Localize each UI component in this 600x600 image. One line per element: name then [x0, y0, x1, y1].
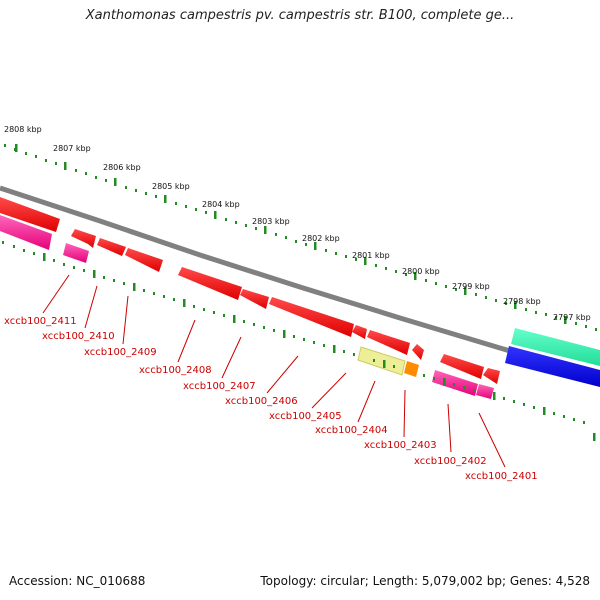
gene-label[interactable]: xccb100_2409 — [84, 347, 157, 358]
gene-arrow-2408[interactable] — [178, 267, 242, 300]
gene-label[interactable]: xccb100_2411 — [4, 316, 77, 327]
scale-label: 2801 kbp — [352, 251, 390, 260]
gene-arrow-2407[interactable] — [240, 289, 269, 309]
scale-label: 2797 kbp — [553, 313, 591, 322]
scale-label: 2805 kbp — [152, 182, 190, 191]
gene-label[interactable]: xccb100_2410 — [42, 331, 115, 342]
gene-label[interactable]: xccb100_2407 — [183, 381, 256, 392]
accession-label: Accession: NC_010688 — [9, 574, 146, 588]
khaki-feature-2404[interactable] — [357, 346, 406, 376]
scale-label: 2808 kbp — [4, 125, 42, 134]
gene-arrow-2405[interactable] — [352, 325, 367, 339]
topology-label: Topology: circular; Length: 5,079,002 bp… — [260, 574, 590, 588]
gene-arrow-2403[interactable] — [412, 344, 424, 360]
inner-scale-ticks — [2, 241, 596, 441]
gene-label[interactable]: xccb100_2408 — [139, 365, 212, 376]
outer-scale-ticks — [4, 144, 597, 331]
scale-label: 2798 kbp — [503, 297, 541, 306]
gene-label[interactable]: xccb100_2404 — [315, 425, 388, 436]
scale-label: 2802 kbp — [302, 234, 340, 243]
scale-label: 2799 kbp — [452, 282, 490, 291]
gene-leader-lines — [42, 274, 506, 468]
gene-arrow-2406[interactable] — [269, 297, 354, 337]
gene-arrow-2401[interactable] — [483, 368, 500, 384]
gene-arrow-2411[interactable] — [0, 197, 60, 232]
gene-arrow-2409a[interactable] — [97, 238, 126, 256]
gene-label[interactable]: xccb100_2402 — [414, 456, 487, 467]
gene-label[interactable]: xccb100_2401 — [465, 471, 538, 482]
gene-label[interactable]: xccb100_2406 — [225, 396, 298, 407]
pink-feature-2410[interactable] — [63, 243, 89, 263]
scale-label: 2807 kbp — [53, 144, 91, 153]
blue-feature[interactable] — [505, 346, 600, 387]
gene-features — [0, 197, 600, 399]
orange-feature-2403[interactable] — [404, 361, 419, 377]
scale-labels: 2808 kbp 2807 kbp 2806 kbp 2805 kbp 2804… — [4, 125, 591, 322]
scale-label: 2803 kbp — [252, 217, 290, 226]
gene-label[interactable]: xccb100_2405 — [269, 411, 342, 422]
gene-labels: xccb100_2411 xccb100_2410 xccb100_2409 x… — [4, 316, 538, 482]
pink-feature-2411[interactable] — [0, 215, 52, 250]
genome-backbone — [0, 185, 600, 380]
scale-label: 2804 kbp — [202, 200, 240, 209]
gene-arrow-2409b[interactable] — [125, 248, 163, 272]
gene-arrow-2404[interactable] — [367, 330, 410, 355]
gene-arrow-2410[interactable] — [71, 229, 96, 248]
gene-arrow-2402[interactable] — [440, 354, 484, 379]
scale-label: 2800 kbp — [402, 267, 440, 276]
scale-label: 2806 kbp — [103, 163, 141, 172]
pink-feature-2401[interactable] — [476, 384, 494, 399]
green-feature[interactable] — [511, 328, 600, 366]
map-title: Xanthomonas campestris pv. campestris st… — [85, 8, 515, 23]
gene-label[interactable]: xccb100_2403 — [364, 440, 437, 451]
